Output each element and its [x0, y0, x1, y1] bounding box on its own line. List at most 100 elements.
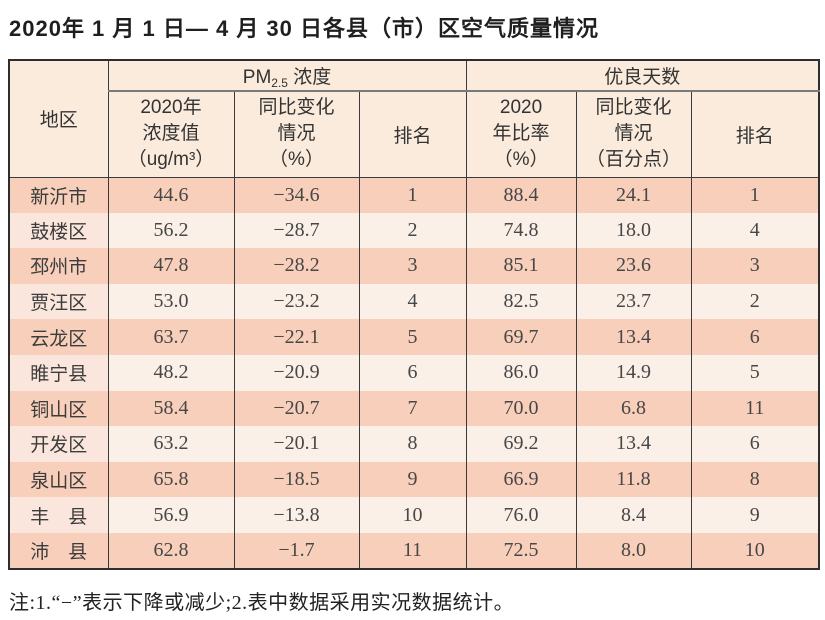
- good-rate-cell: 86.0: [465, 354, 577, 391]
- region-cell: 睢宁县: [8, 354, 109, 391]
- table-row: 贾汪区 53.0 −23.2 4 82.5 23.7 2: [8, 283, 820, 320]
- pm-rank-cell: 7: [358, 390, 467, 427]
- region-cell: 贾汪区: [8, 283, 109, 320]
- good-rank-cell: 11: [690, 390, 820, 427]
- pm-value-cell: 58.4: [107, 390, 235, 427]
- good-rate-cell: 70.0: [465, 390, 577, 427]
- good-rank-cell: 5: [690, 354, 820, 391]
- good-rate-cell: 66.9: [465, 461, 577, 498]
- header-group-good-days: 优良天数: [465, 60, 820, 92]
- good-change-cell: 11.8: [575, 461, 692, 498]
- pm-value-cell: 56.2: [107, 212, 235, 249]
- pm-change-cell: −28.7: [233, 212, 360, 249]
- pm-rank-cell: 10: [358, 497, 467, 533]
- region-cell: 鼓楼区: [8, 212, 109, 249]
- group-header-row: 地区 PM2.5 浓度 优良天数: [8, 60, 820, 178]
- good-rate-cell: 72.5: [465, 532, 577, 569]
- footnote: 注:1.“−”表示下降或减少;2.表中数据采用实况数据统计。: [9, 591, 515, 614]
- pm-rank-cell: 4: [358, 283, 467, 320]
- pm-change-cell: −1.7: [233, 532, 360, 569]
- region-cell: 沛 县: [8, 532, 109, 569]
- region-cell: 邳州市: [8, 248, 109, 284]
- pm-change-cell: −28.2: [233, 248, 360, 284]
- good-change-cell: 13.4: [575, 426, 692, 462]
- good-rank-cell: 8: [690, 461, 820, 498]
- pm-rank-cell: 9: [358, 461, 467, 498]
- pm-rank-cell: 6: [358, 354, 467, 391]
- good-rank-cell: 4: [690, 212, 820, 249]
- pm25-subscript: 2.5: [271, 75, 288, 90]
- good-change-cell: 14.9: [575, 354, 692, 391]
- pm-value-cell: 44.6: [107, 177, 235, 213]
- good-rate-cell: 74.8: [465, 212, 577, 249]
- header-good-rate: 2020 年比率 （%）: [465, 91, 577, 178]
- good-change-cell: 13.4: [575, 319, 692, 355]
- pm-value-cell: 48.2: [107, 354, 235, 391]
- region-cell: 泉山区: [8, 461, 109, 498]
- table-row: 沛 县 62.8 −1.7 11 72.5 8.0 10: [8, 532, 820, 569]
- region-cell: 铜山区: [8, 390, 109, 427]
- pm-change-cell: −22.1: [233, 319, 360, 355]
- table-body: 新沂市 44.6 −34.6 1 88.4 24.1 1 鼓楼区 56.2 −2…: [8, 177, 820, 569]
- region-cell: 云龙区: [8, 319, 109, 355]
- pm-rank-cell: 5: [358, 319, 467, 355]
- good-rate-cell: 88.4: [465, 177, 577, 213]
- pm-change-cell: −20.1: [233, 426, 360, 462]
- good-change-cell: 8.4: [575, 497, 692, 533]
- good-rank-cell: 10: [690, 532, 820, 569]
- table-row: 云龙区 63.7 −22.1 5 69.7 13.4 6: [8, 319, 820, 355]
- good-change-cell: 23.6: [575, 248, 692, 284]
- pm-change-cell: −23.2: [233, 283, 360, 320]
- header-pm-rank: 排名: [358, 91, 467, 178]
- pm-rank-cell: 2: [358, 212, 467, 249]
- table-header: 地区 PM2.5 浓度 优良天数 2020年 浓度值 （ug/m³） 同比变化 …: [8, 60, 820, 178]
- table-row: 泉山区 65.8 −18.5 9 66.9 11.8 8: [8, 461, 820, 498]
- sub-header-row: 2020年 浓度值 （ug/m³） 同比变化 情况 （%） 排名 2020 年比…: [9, 91, 820, 178]
- header-group-pm25: PM2.5 浓度: [107, 60, 467, 92]
- pm-rank-cell: 8: [358, 426, 467, 462]
- table-row: 丰 县 56.9 −13.8 10 76.0 8.4 9: [8, 497, 820, 533]
- region-cell: 新沂市: [8, 177, 109, 213]
- pm-rank-cell: 11: [358, 532, 467, 569]
- table-row: 新沂市 44.6 −34.6 1 88.4 24.1 1: [8, 177, 820, 213]
- table-row: 铜山区 58.4 −20.7 7 70.0 6.8 11: [8, 390, 820, 427]
- pm-change-cell: −20.7: [233, 390, 360, 427]
- pm-change-cell: −34.6: [233, 177, 360, 213]
- pm-change-cell: −13.8: [233, 497, 360, 533]
- pm-change-cell: −18.5: [233, 461, 360, 498]
- table-row: 鼓楼区 56.2 −28.7 2 74.8 18.0 4: [8, 212, 820, 249]
- pm-value-cell: 53.0: [107, 283, 235, 320]
- pm-value-cell: 47.8: [107, 248, 235, 284]
- air-quality-table: 地区 PM2.5 浓度 优良天数 2020年 浓度值 （ug/m³） 同比变化 …: [8, 59, 821, 570]
- good-rank-cell: 1: [690, 177, 820, 213]
- good-rank-cell: 3: [690, 248, 820, 284]
- good-change-cell: 6.8: [575, 390, 692, 427]
- header-good-rank: 排名: [690, 91, 820, 178]
- good-rank-cell: 6: [690, 426, 820, 462]
- pm-value-cell: 56.9: [107, 497, 235, 533]
- pm-value-cell: 63.2: [107, 426, 235, 462]
- good-rate-cell: 76.0: [465, 497, 577, 533]
- good-rate-cell: 85.1: [465, 248, 577, 284]
- good-rate-cell: 82.5: [465, 283, 577, 320]
- good-change-cell: 18.0: [575, 212, 692, 249]
- header-pm-value: 2020年 浓度值 （ug/m³）: [107, 91, 235, 178]
- pm-change-cell: −20.9: [233, 354, 360, 391]
- table-row: 开发区 63.2 −20.1 8 69.2 13.4 6: [8, 426, 820, 462]
- region-cell: 开发区: [8, 426, 109, 462]
- pm-value-cell: 65.8: [107, 461, 235, 498]
- table-row: 邳州市 47.8 −28.2 3 85.1 23.6 3: [8, 248, 820, 284]
- pm25-suffix: 浓度: [287, 66, 332, 88]
- header-pm-change: 同比变化 情况 （%）: [233, 91, 360, 178]
- good-rate-cell: 69.7: [465, 319, 577, 355]
- pm-value-cell: 63.7: [107, 319, 235, 355]
- good-rate-cell: 69.2: [465, 426, 577, 462]
- pm25-prefix: PM: [242, 66, 272, 88]
- pm-value-cell: 62.8: [107, 532, 235, 569]
- header-good-change: 同比变化 情况 （百分点）: [575, 91, 692, 178]
- pm-rank-cell: 3: [358, 248, 467, 284]
- pm-rank-cell: 1: [358, 177, 467, 213]
- good-change-cell: 24.1: [575, 177, 692, 213]
- good-change-cell: 23.7: [575, 283, 692, 320]
